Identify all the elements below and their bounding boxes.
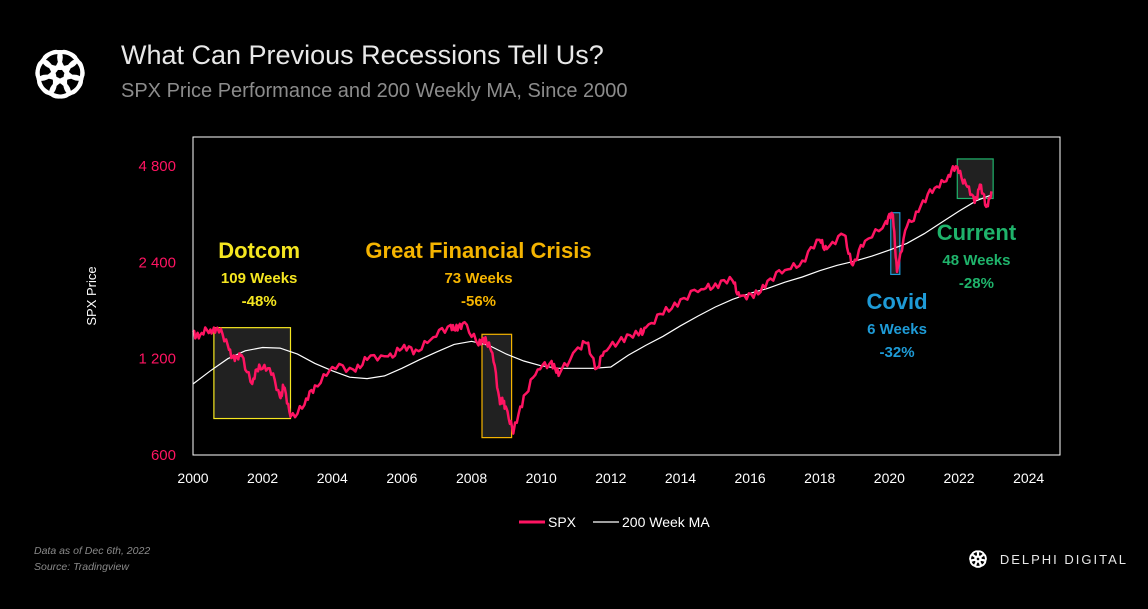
source-note: Source: Tradingview	[34, 561, 129, 573]
annotation-duration: 73 Weeks	[444, 270, 512, 287]
annotation-title: Current	[937, 220, 1017, 245]
annotation-drawdown: -32%	[880, 344, 915, 361]
recession-box	[956, 158, 994, 200]
annotation-duration: 109 Weeks	[221, 270, 297, 287]
x-tick-label: 2014	[665, 470, 696, 486]
y-tick-label: 600	[151, 447, 176, 464]
annotation-title: Great Financial Crisis	[365, 238, 591, 263]
data-date-note: Data as of Dec 6th, 2022	[34, 545, 151, 557]
legend-spx-label: SPX	[548, 514, 577, 530]
delphi-knot-icon	[968, 550, 987, 568]
recession-box	[213, 327, 292, 420]
x-tick-label: 2008	[456, 470, 487, 486]
annotation-drawdown: -56%	[461, 293, 496, 310]
y-tick-label: 2 400	[138, 254, 176, 271]
spx-series-line	[192, 165, 993, 435]
brand-name: DELPHI DIGITAL	[999, 551, 1128, 567]
x-tick-label: 2006	[386, 470, 417, 486]
annotation-drawdown: -28%	[959, 275, 994, 292]
delphi-logo-icon	[35, 49, 85, 99]
annotation-drawdown: -48%	[242, 293, 277, 310]
annotation-duration: 6 Weeks	[867, 321, 927, 338]
annotation-title: Covid	[866, 289, 927, 314]
x-tick-label: 2024	[1013, 470, 1044, 486]
y-axis-label: SPX Price	[84, 266, 99, 325]
x-tick-label: 2016	[735, 470, 766, 486]
x-tick-label: 2018	[804, 470, 835, 486]
x-tick-label: 2022	[943, 470, 974, 486]
annotation-title: Dotcom	[218, 238, 300, 263]
legend-ma-label: 200 Week MA	[622, 514, 710, 530]
x-tick-label: 2012	[595, 470, 626, 486]
page-subtitle: SPX Price Performance and 200 Weekly MA,…	[121, 80, 628, 102]
y-tick-label: 4 800	[138, 158, 176, 175]
x-tick-label: 2010	[526, 470, 557, 486]
annotation-duration: 48 Weeks	[942, 252, 1010, 269]
x-tick-label: 2004	[317, 470, 348, 486]
page-title: What Can Previous Recessions Tell Us?	[121, 40, 604, 70]
x-tick-label: 2002	[247, 470, 278, 486]
y-tick-label: 1 200	[138, 351, 176, 368]
x-tick-label: 2000	[177, 470, 208, 486]
brand: DELPHI DIGITAL	[964, 545, 1128, 573]
plot-frame	[192, 136, 1061, 456]
x-tick-label: 2020	[874, 470, 905, 486]
ma-series-line	[192, 194, 992, 385]
